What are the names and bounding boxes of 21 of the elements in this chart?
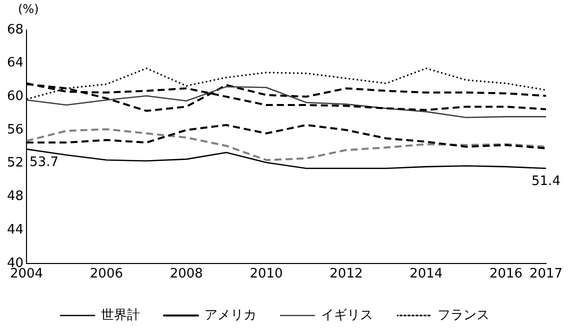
x-tick-label: 2014 — [410, 266, 443, 282]
y-tick-label: 56 — [6, 122, 24, 138]
y-tick-label: 68 — [6, 22, 24, 38]
legend-label: アメリカ — [204, 308, 256, 323]
legend-label: フランス — [438, 308, 490, 323]
x-tick-label: 2017 — [529, 266, 563, 282]
legend-label: イギリス — [321, 308, 373, 323]
annotation: 53.7 — [30, 155, 58, 170]
y-tick-label: 60 — [6, 89, 24, 104]
x-tick-label: 2012 — [330, 266, 363, 282]
y-tick-label: 44 — [6, 222, 24, 238]
x-tick-label: 2010 — [250, 266, 283, 282]
x-tick-label: 2006 — [90, 266, 124, 282]
annotation: 51.4 — [532, 174, 560, 190]
y-tick-label: 52 — [6, 156, 24, 171]
legend-label: 世界計 — [101, 308, 140, 323]
y-axis-title: (%) — [18, 2, 39, 16]
y-tick-label: 64 — [6, 56, 24, 71]
y-tick-label: 48 — [6, 189, 24, 204]
x-tick-label: 2016 — [489, 266, 523, 282]
x-tick-label: 2008 — [170, 266, 203, 282]
